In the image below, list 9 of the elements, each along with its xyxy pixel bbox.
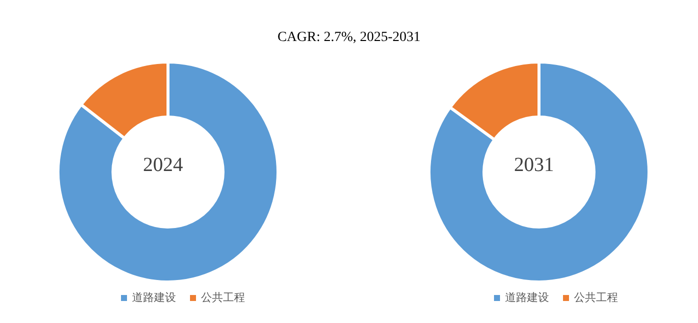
- legend-label: 道路建设: [504, 290, 549, 305]
- text: CAGR: 2.7%, 2025-2031: [276, 30, 422, 46]
- legend-label: 公共工程: [573, 290, 618, 305]
- donut-slice: [56, 60, 280, 284]
- text: 2031: [513, 154, 555, 177]
- text: 2024: [142, 154, 184, 177]
- legend-label: 道路建设: [131, 290, 176, 305]
- donut-slice: [428, 60, 650, 284]
- legend-label: 公共工程: [200, 290, 245, 305]
